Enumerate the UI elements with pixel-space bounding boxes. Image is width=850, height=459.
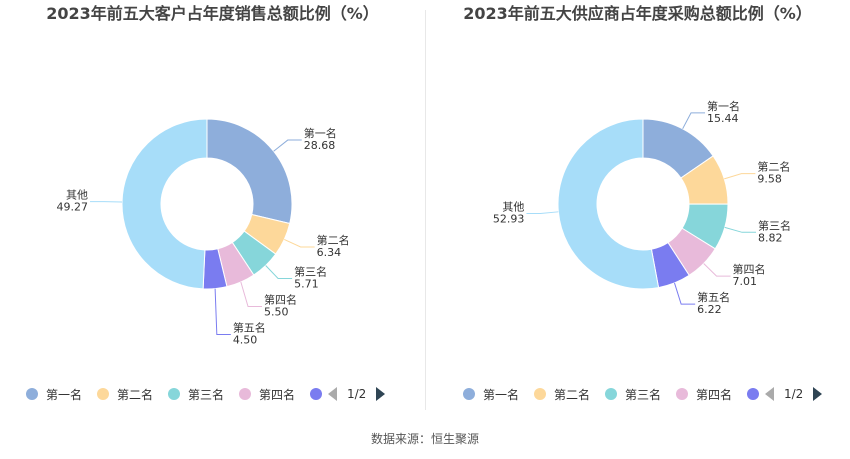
slice-0: [206, 118, 293, 225]
label-line-4: [674, 282, 696, 305]
slice-name-label: 第四名: [264, 293, 297, 307]
label-line-5: [526, 211, 559, 214]
slice-name-label: 第三名: [294, 265, 327, 279]
slice-5: [557, 118, 660, 290]
slice-value-label: 15.44: [707, 112, 739, 125]
legend-label: 第一名: [483, 387, 520, 402]
slice-name-label: 其他: [66, 189, 88, 202]
label-line-0: [273, 139, 302, 152]
slice-value-label: 4.50: [233, 334, 258, 347]
legend-swatch: [97, 388, 109, 400]
legend-swatch: [676, 388, 688, 400]
legend-swatch: [26, 388, 38, 400]
legend-item[interactable]: 第一名: [26, 384, 82, 404]
legend-swatch: [534, 388, 546, 400]
divider: [425, 10, 426, 410]
legend-item[interactable]: 第四名: [676, 384, 732, 404]
legend: 第一名 第二名 第三名 第四名 1/2: [425, 384, 850, 404]
data-source: 数据来源：恒生聚源: [370, 432, 479, 446]
slice-value-label: 6.34: [317, 246, 342, 259]
legend-swatch: [310, 388, 322, 400]
next-page-icon[interactable]: [376, 387, 386, 401]
chart-title: 2023年前五大供应商占年度采购总额比例（%）: [463, 4, 812, 23]
prev-page-icon[interactable]: [328, 387, 337, 401]
label-line-1: [284, 239, 315, 248]
legend-swatch: [747, 388, 759, 400]
slice-name-label: 第三名: [758, 218, 791, 232]
slice-name-label: 第一名: [707, 99, 740, 113]
slice-value-label: 5.50: [264, 306, 289, 319]
legend-swatch: [239, 388, 251, 400]
slice-name-label: 第五名: [233, 321, 266, 335]
label-line-2: [724, 226, 757, 233]
slice-5: [121, 118, 208, 290]
legend-label: 第三名: [188, 387, 225, 402]
legend-item[interactable]: [310, 384, 330, 404]
legend-page-indicator: 1/2: [347, 387, 367, 401]
slice-value-label: 28.68: [304, 139, 336, 152]
slice-name-label: 第四名: [733, 262, 766, 276]
label-line-3: [240, 281, 263, 308]
slice-value-label: 6.22: [697, 303, 722, 316]
legend-pager: 1/2: [765, 384, 823, 404]
label-line-3: [703, 263, 731, 277]
legend-label: 第二名: [117, 387, 154, 402]
slice-name-label: 第五名: [697, 290, 730, 304]
customer-chart-panel: 2023年前五大客户占年度销售总额比例（%） 第一名 28.68 第二名 6.34 第三…: [0, 0, 425, 410]
slice-name-label: 第一名: [304, 126, 337, 140]
slice-name-label: 第二名: [317, 233, 350, 247]
legend-item[interactable]: 第三名: [168, 384, 224, 404]
slice-value-label: 52.93: [493, 212, 525, 225]
supplier-chart-panel: 2023年前五大供应商占年度采购总额比例（%） 第一名 15.44 第二名 9.58 第…: [425, 0, 850, 410]
slice-value-label: 9.58: [757, 173, 782, 186]
label-line-4: [214, 288, 231, 336]
label-line-2: [265, 265, 293, 280]
legend-item[interactable]: [747, 384, 767, 404]
label-line-0: [682, 112, 706, 130]
next-page-icon[interactable]: [813, 387, 823, 401]
chart-title: 2023年前五大客户占年度销售总额比例（%）: [46, 4, 379, 23]
slice-value-label: 49.27: [57, 201, 89, 214]
legend-label: 第四名: [696, 387, 733, 402]
slice-value-label: 5.71: [294, 278, 319, 291]
legend-page-indicator: 1/2: [784, 387, 804, 401]
legend-item[interactable]: 第一名: [463, 384, 519, 404]
prev-page-icon[interactable]: [765, 387, 774, 401]
label-line-1: [724, 173, 756, 180]
legend-swatch: [463, 388, 475, 400]
legend-item[interactable]: 第三名: [605, 384, 661, 404]
slice-value-label: 7.01: [733, 275, 758, 288]
legend-label: 第一名: [46, 387, 83, 402]
legend-label: 第四名: [259, 387, 296, 402]
legend-item[interactable]: 第二名: [534, 384, 590, 404]
legend-item[interactable]: 第二名: [97, 384, 153, 404]
legend-swatch: [605, 388, 617, 400]
legend-swatch: [168, 388, 180, 400]
legend-label: 第三名: [625, 387, 662, 402]
slice-name-label: 其他: [502, 200, 524, 213]
legend: 第一名 第二名 第三名 第四名 1/2: [0, 384, 425, 404]
legend-label: 第二名: [554, 387, 591, 402]
legend-item[interactable]: 第四名: [239, 384, 295, 404]
legend-pager: 1/2: [328, 384, 386, 404]
slice-value-label: 8.82: [758, 231, 783, 244]
slice-name-label: 第二名: [757, 160, 790, 174]
